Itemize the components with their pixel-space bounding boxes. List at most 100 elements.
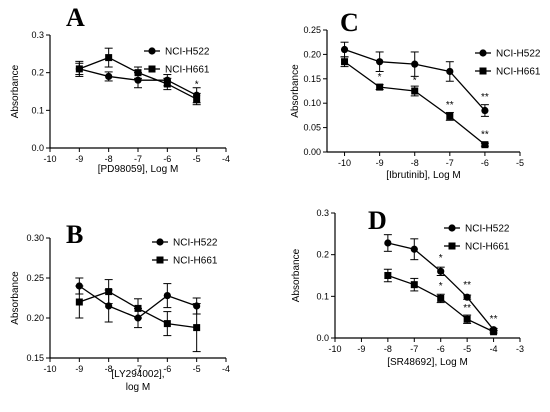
x-tick-label: -6	[481, 158, 489, 168]
panel-letter: A	[66, 3, 85, 32]
legend-marker	[448, 224, 456, 232]
x-tick-label: -5	[463, 344, 471, 354]
y-tick-label: 0.1	[31, 105, 44, 115]
y-tick-label: 0.0	[31, 143, 44, 153]
x-tick-label: -3	[516, 344, 524, 354]
series-nci-h522: NCI-H522	[340, 41, 541, 117]
significance-marker: *	[195, 80, 199, 91]
data-point	[446, 67, 454, 76]
y-axis-title: Absorbance	[290, 64, 301, 118]
significance-marker: *	[439, 253, 443, 264]
x-tick-label: -7	[410, 344, 418, 354]
x-tick-label: -10	[338, 158, 351, 168]
x-tick-label: -10	[328, 344, 341, 354]
data-point	[340, 45, 349, 54]
legend-label: NCI-H522	[496, 49, 541, 60]
data-point	[75, 65, 83, 73]
data-point	[437, 267, 445, 275]
series-nci-h661: NCI-H661	[75, 47, 210, 106]
y-tick-label: 0.15	[26, 353, 44, 363]
data-point	[437, 294, 445, 302]
x-tick-label: -10	[43, 154, 56, 164]
x-tick-label: -8	[105, 364, 113, 374]
series-nci-h661: NCI-H661	[383, 242, 510, 336]
panel-letter: D	[368, 206, 387, 235]
legend-label: NCI-H661	[496, 67, 541, 78]
data-point	[384, 239, 392, 247]
x-tick-label: -4	[490, 344, 498, 354]
panel-d: D -10 -9 -8 -7 -6 -5 -4 -3 0.0 0.1 0.2 0.3 [SR48692],…	[291, 206, 524, 368]
y-axis-title: Absorbance	[291, 248, 302, 302]
x-axis-title-line2: log M	[126, 382, 150, 393]
legend-marker	[479, 49, 487, 57]
data-point	[384, 272, 392, 279]
x-tick-label: -5	[193, 154, 201, 164]
x-axis-title: [SR48692], Log M	[387, 357, 468, 368]
data-point	[134, 304, 142, 312]
data-point	[376, 83, 384, 91]
x-tick-label: -4	[222, 364, 230, 374]
x-tick-label: -7	[446, 158, 454, 168]
y-tick-label: 0.3	[31, 30, 44, 40]
x-tick-label: -7	[134, 154, 142, 164]
significance-marker: **	[490, 314, 498, 325]
data-point	[376, 58, 384, 66]
x-tick-label: -8	[105, 154, 113, 164]
data-point	[105, 72, 113, 81]
y-tick-label: 0.30	[26, 233, 44, 243]
x-tick-label: -5	[516, 158, 524, 168]
data-point	[163, 292, 171, 300]
data-point	[163, 80, 171, 88]
y-tick-label: 0.0	[316, 333, 329, 343]
series-nci-h661: NCI-H661	[75, 256, 218, 353]
data-point	[411, 87, 419, 95]
x-tick-label: -8	[384, 344, 392, 354]
data-point	[481, 106, 489, 115]
data-point	[490, 328, 498, 336]
panel-a: A -10 -9 -8 -7 -6 -5 -4 0.0 0.1 0.2 0.3 [PD98059], L…	[10, 3, 230, 175]
data-point	[105, 288, 113, 296]
y-tick-label: 0.25	[26, 273, 44, 283]
data-point	[163, 320, 171, 328]
data-point	[193, 95, 201, 103]
x-tick-label: -4	[222, 154, 230, 164]
x-tick-label: -9	[376, 158, 384, 168]
data-point	[75, 298, 83, 306]
legend-marker	[479, 67, 487, 75]
x-tick-label: -8	[411, 158, 419, 168]
significance-marker: **	[463, 280, 471, 291]
legend-marker	[148, 65, 156, 73]
significance-marker: *	[413, 76, 417, 87]
x-tick-label: -7	[134, 364, 142, 374]
x-tick-label: -6	[163, 364, 171, 374]
x-tick-label: -9	[75, 154, 83, 164]
y-tick-label: 0.25	[303, 25, 321, 35]
y-axis-title: Absorbance	[10, 64, 21, 118]
significance-marker: **	[463, 303, 471, 314]
y-tick-label: 0.3	[316, 208, 329, 218]
data-point	[410, 245, 418, 253]
y-tick-label: 0.10	[303, 98, 321, 108]
y-tick-label: 0.2	[316, 250, 329, 260]
legend-label: NCI-H661	[165, 65, 210, 76]
data-point	[134, 69, 142, 77]
data-point	[341, 58, 349, 66]
legend-label: NCI-H522	[173, 238, 218, 249]
x-tick-label: -5	[193, 364, 201, 374]
legend-marker	[156, 256, 164, 264]
significance-marker: *	[378, 72, 382, 83]
series-nci-h522: NCI-H522	[383, 224, 510, 334]
legend-marker	[448, 242, 456, 250]
legend-marker	[148, 47, 156, 55]
data-point	[446, 112, 454, 120]
y-axis-title: Absorbance	[10, 271, 21, 325]
data-point	[105, 54, 113, 62]
significance-marker: **	[481, 129, 489, 140]
x-axis-title: [Ibrutinib], Log M	[386, 170, 460, 181]
x-axis-title: [PD98059], Log M	[98, 164, 179, 175]
significance-marker: **	[481, 92, 489, 103]
legend-label: NCI-H661	[173, 256, 218, 267]
data-point	[463, 315, 471, 323]
y-tick-label: 0.1	[316, 291, 329, 301]
